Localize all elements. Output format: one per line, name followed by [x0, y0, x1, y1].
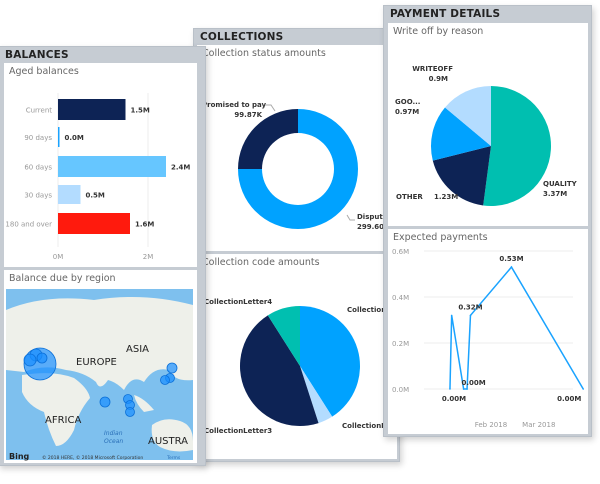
data-label: 1.6M — [135, 221, 154, 229]
x-tick-label: Feb 2018 — [475, 421, 507, 429]
category-label: 30 days — [24, 192, 52, 200]
payment-details-panel: PAYMENT DETAILS Write off by reason WRIT… — [383, 5, 592, 437]
map-label-africa: AFRICA — [45, 415, 81, 426]
data-point — [582, 388, 585, 390]
slice-collectionletter4 — [267, 306, 300, 366]
category-label: 180 and over — [5, 221, 52, 229]
collections-panel: COLLECTIONS Collection status amounts Pr… — [193, 28, 400, 462]
expected-payments-card[interactable]: Expected payments 0.0M 0.2M 0.4M 0.6M Feb 20… — [388, 229, 588, 434]
data-label: 0.32M — [458, 303, 482, 311]
expected-payments-chart: 0.0M 0.2M 0.4M 0.6M Feb 2018 Mar 2018 0.00M 0.0… — [392, 248, 585, 429]
bar-current — [58, 99, 126, 120]
pie-value-goo: 0.97M — [395, 108, 419, 116]
pie-label-collection: Collection — [347, 306, 386, 314]
series-line — [449, 265, 584, 390]
collection-status-title: Collection status amounts — [202, 48, 326, 59]
region-map[interactable]: EUROPE ASIA AFRICA AUSTRA Indian Ocean B… — [4, 270, 197, 463]
data-point — [449, 388, 451, 390]
y-tick-label: 0.0M — [392, 386, 409, 394]
map-label-ocean: Ocean — [104, 438, 123, 445]
pie-label-collectionletter3: CollectionLetter3 — [204, 427, 272, 435]
balances-panel: BALANCES Aged balances 0M 2M Current 1.5M 90… — [0, 46, 206, 466]
map-card[interactable]: Balance due by region EUROPE ASIA AFRICA… — [4, 270, 197, 463]
pie-label-writeoff: WRITEOFF — [412, 65, 453, 73]
collections-title: COLLECTIONS — [200, 31, 284, 43]
y-tick-label: 0.4M — [392, 294, 409, 302]
map-terms-link[interactable]: Terms — [166, 455, 181, 461]
map-label-asia: ASIA — [126, 344, 149, 355]
pie-label-other: OTHER — [396, 193, 423, 201]
bar-180-and-over — [58, 213, 130, 234]
y-tick-label: 0.6M — [392, 248, 409, 256]
slice-goo- — [431, 107, 491, 161]
slice-writeoff — [444, 86, 491, 146]
pie-value-quality: 3.37M — [543, 190, 567, 198]
pie-label-goo: GOO... — [395, 98, 420, 106]
aged-balances-chart: 0M 2M Current 1.5M 90 days 0.0M 60 days 2.4M 30 … — [5, 93, 190, 261]
leader-line — [265, 104, 276, 112]
donut-label-promised: Promised to pay — [202, 101, 267, 109]
y-tick-label: 0.2M — [392, 340, 409, 348]
balances-title: BALANCES — [5, 49, 69, 61]
data-label: 1.5M — [131, 107, 150, 115]
data-point — [466, 388, 468, 390]
map-label-indian: Indian — [104, 430, 123, 437]
expected-payments-title: Expected payments — [393, 232, 488, 243]
writeoff-title: Write off by reason — [393, 26, 484, 37]
data-label: 0.53M — [499, 255, 523, 263]
pie-label-quality: QUALITY — [543, 180, 578, 188]
category-label: 60 days — [24, 164, 52, 172]
payment-details-title: PAYMENT DETAILS — [390, 8, 501, 20]
x-tick-label: 2M — [143, 253, 154, 261]
writeoff-card[interactable]: Write off by reason WRITEOFF 0.9M GOO... 0.… — [388, 23, 588, 226]
data-point — [450, 314, 453, 317]
data-label: 0.00M — [462, 379, 486, 387]
pie-label-collectionlet: CollectionLet — [342, 422, 394, 430]
collection-code-card[interactable]: Collection code amounts Collection Collec… — [197, 254, 397, 459]
slice-collectionletter3 — [240, 315, 319, 426]
leader-line — [346, 214, 355, 221]
slice-other — [432, 146, 491, 206]
bar-30-days — [58, 185, 81, 204]
data-label: 0.5M — [86, 192, 105, 200]
slice-promised-to-pay — [238, 109, 298, 170]
pie-value-writeoff: 0.9M — [429, 75, 448, 83]
data-point — [462, 388, 465, 390]
data-label: 2.4M — [171, 164, 190, 172]
donut-value-dispute: 299.60K — [357, 223, 390, 231]
collection-code-pie: Collection CollectionLet CollectionLetter3… — [204, 298, 394, 435]
map-label-austra: AUSTRA — [148, 436, 188, 447]
aged-balances-title: Aged balances — [9, 66, 79, 77]
slice-dispute — [238, 109, 358, 230]
category-label: 90 days — [24, 134, 52, 142]
pie-value-other: 1.23M — [434, 193, 458, 201]
slice-quality — [483, 86, 551, 207]
bar-60-days — [58, 156, 166, 177]
donut-value-promised: 99.87K — [234, 111, 262, 119]
slice-collectionlet — [300, 366, 333, 424]
bing-logo: Bing — [9, 452, 30, 461]
slice-collection — [300, 306, 360, 417]
data-label: 0.0M — [65, 134, 84, 142]
collection-status-donut: Promised to pay 99.87K Dispute 299.60K — [202, 101, 390, 231]
map-title: Balance due by region — [9, 273, 116, 284]
data-label: 0.00M — [557, 395, 581, 403]
collection-status-card[interactable]: Collection status amounts Promised to pa… — [197, 45, 397, 251]
data-point — [469, 314, 472, 317]
writeoff-pie: WRITEOFF 0.9M GOO... 0.97M OTHER 1.23M QUALITY… — [395, 65, 578, 207]
pie-label-collectionletter4: CollectionLetter4 — [204, 298, 272, 306]
collection-code-title: Collection code amounts — [202, 257, 320, 268]
x-tick-label: Mar 2018 — [522, 421, 555, 429]
map-label-europe: EUROPE — [76, 357, 117, 368]
map-copyright: © 2018 HERE, © 2018 Microsoft Corporatio… — [42, 454, 143, 461]
data-point — [510, 266, 513, 268]
map-bubbles[interactable] — [23, 347, 178, 417]
data-label: 0.00M — [442, 395, 466, 403]
x-tick-label: 0M — [53, 253, 64, 261]
aged-balances-card[interactable]: Aged balances 0M 2M Current 1.5M 90 days 0.0M… — [4, 63, 197, 267]
donut-label-dispute: Dispute — [357, 213, 388, 221]
category-label: Current — [26, 107, 53, 115]
bar-90-days — [58, 127, 60, 147]
